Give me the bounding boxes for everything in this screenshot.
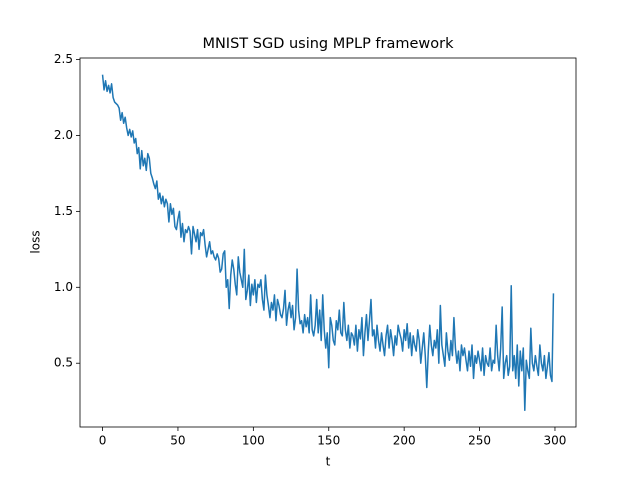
loss-line [101, 74, 555, 412]
x-tick-label: 250 [468, 434, 491, 448]
y-tick-label: 0.5 [54, 356, 73, 370]
y-tick-label: 2.0 [54, 128, 73, 142]
y-axis-label: loss [29, 230, 43, 253]
x-tick-label: 0 [99, 434, 107, 448]
chart-title: MNIST SGD using MPLP framework [202, 36, 454, 52]
x-axis-label: t [326, 455, 331, 469]
y-tick-label: 2.5 [54, 52, 73, 66]
y-tick-label: 1.5 [54, 204, 73, 218]
x-tick-label: 300 [544, 434, 567, 448]
y-tick-label: 1.0 [54, 280, 73, 294]
x-tick-label: 100 [242, 434, 265, 448]
x-tick-label: 150 [317, 434, 340, 448]
plot-frame [79, 57, 577, 428]
x-tick-label: 200 [393, 434, 416, 448]
x-tick-label: 50 [170, 434, 185, 448]
